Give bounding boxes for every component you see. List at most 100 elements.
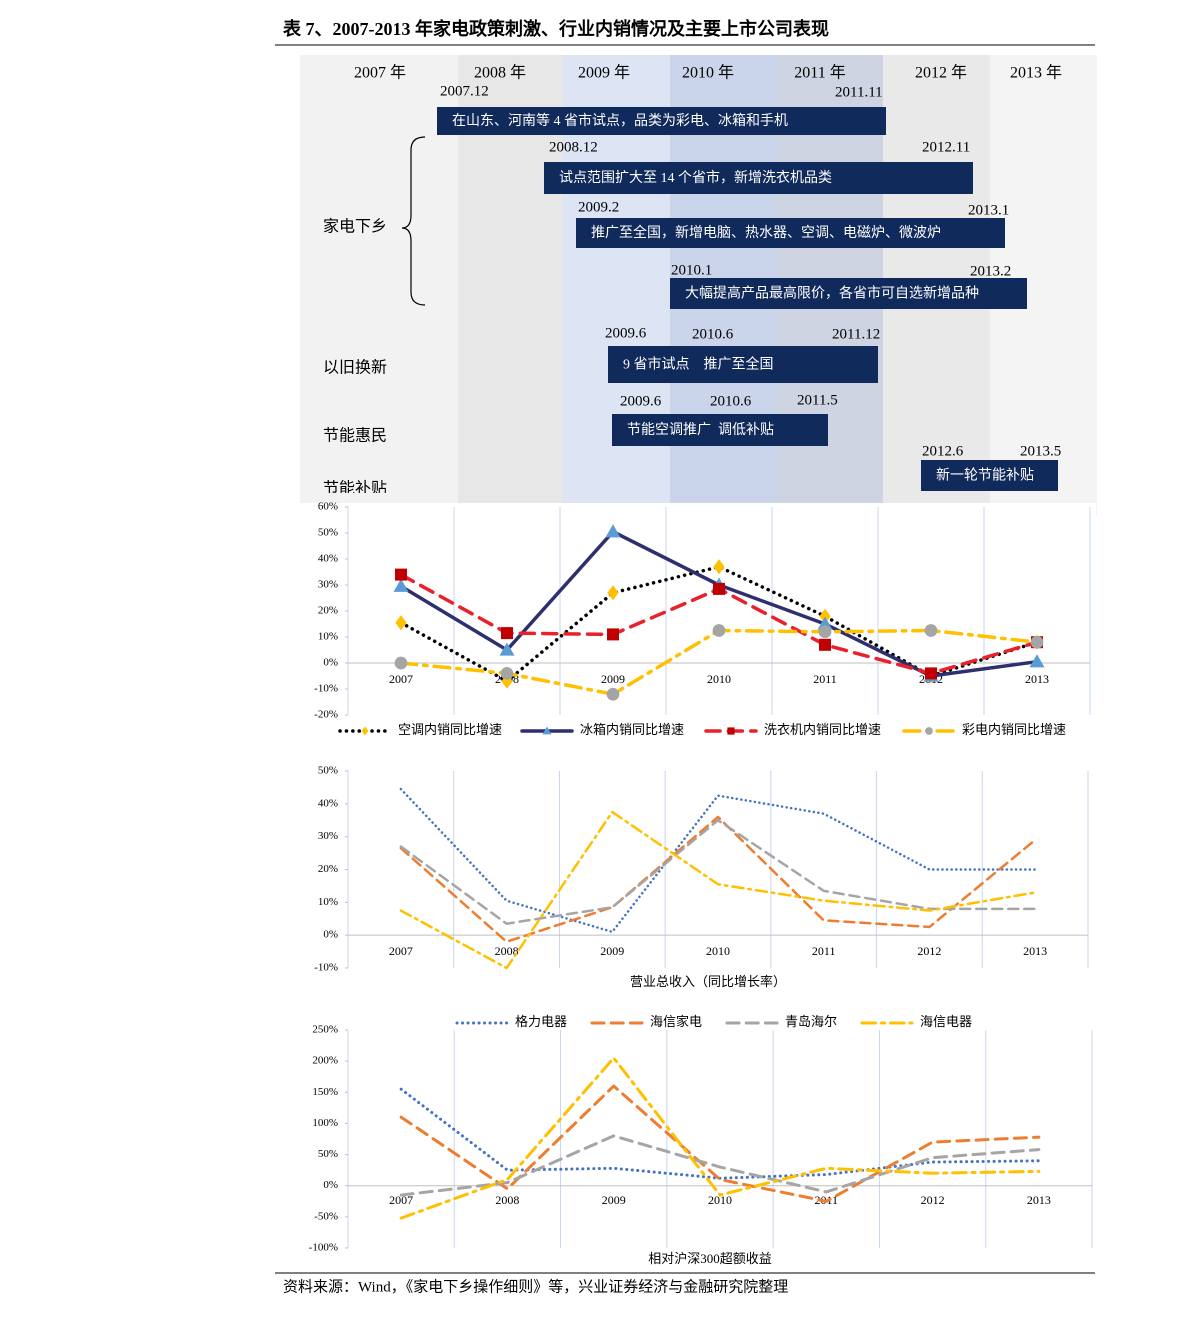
- y-tick-label: -100%: [309, 1242, 338, 1254]
- policy-bar: [437, 107, 886, 135]
- marker: [712, 624, 726, 637]
- x-tick-label: 2008: [495, 1193, 519, 1207]
- table-title: 表 7、2007-2013 年家电政策刺激、行业内销情况及主要上市公司表现: [283, 18, 829, 39]
- marker: [395, 615, 407, 631]
- series-line: [399, 819, 1037, 925]
- marker: [361, 726, 369, 736]
- row-label: 节能惠民: [323, 427, 387, 445]
- y-tick-label: 150%: [312, 1086, 338, 1098]
- marker: [1030, 635, 1044, 649]
- x-tick-label: 2007: [389, 1193, 413, 1207]
- brace: [401, 136, 426, 306]
- date-label: 2013.1: [968, 202, 1009, 218]
- y-tick-label: 40%: [318, 797, 338, 809]
- chart: -20%-10%0%10%20%30%40%50%60%200720082009…: [298, 501, 1096, 737]
- policy-bar: [544, 162, 973, 194]
- date-label: 2011.12: [832, 326, 880, 342]
- date-label: 2013.5: [1020, 443, 1061, 459]
- date-label: 2009.6: [620, 393, 662, 409]
- date-label: 2010.6: [710, 393, 752, 409]
- marker: [607, 628, 619, 641]
- x-tick-label: 2012: [917, 944, 941, 958]
- legend-label: 格力电器: [515, 1014, 567, 1029]
- y-tick-label: -50%: [314, 1210, 338, 1222]
- timeline: 2007 年 2008 年 2009 年 2010 年 2011 年 2012 年 2013…: [300, 55, 1097, 515]
- date-label: 2012.6: [922, 443, 964, 459]
- year-label: 2012 年: [915, 64, 967, 82]
- marker: [925, 667, 937, 680]
- legend-label: 洗衣机内销同比增速: [764, 722, 881, 737]
- y-tick-label: 60%: [318, 501, 338, 513]
- y-tick-label: 0%: [323, 929, 338, 941]
- series-line: [399, 1084, 1041, 1203]
- policy-bar: [612, 414, 828, 446]
- x-tick-label: 2011: [813, 672, 837, 686]
- y-tick-label: 0%: [323, 657, 338, 669]
- plot-bg: [298, 1026, 1098, 1252]
- y-tick-label: 10%: [318, 896, 338, 908]
- series-line: [399, 1056, 1041, 1220]
- series-line: [399, 1087, 1041, 1180]
- row-label: 以旧换新: [323, 359, 387, 377]
- x-tick-label: 2009: [600, 944, 624, 958]
- policy-bar: [670, 278, 1027, 309]
- policy-bar: [608, 346, 878, 383]
- y-tick-label: -10%: [314, 962, 338, 974]
- y-tick-label: 30%: [318, 579, 338, 591]
- chart-title: 相对沪深300超额收益: [648, 1251, 772, 1266]
- date-label: 2010.6: [692, 326, 734, 342]
- date-label: 2011.5: [797, 392, 838, 408]
- row-label: 节能补贴: [323, 480, 387, 498]
- y-tick-label: -20%: [314, 709, 338, 721]
- series-line: [399, 787, 1037, 934]
- legend-label: 海信电器: [920, 1014, 972, 1029]
- marker: [818, 625, 832, 639]
- x-tick-label: 2010: [707, 672, 731, 686]
- y-tick-label: 40%: [318, 553, 338, 565]
- x-tick-label: 2011: [812, 944, 836, 958]
- marker: [500, 667, 514, 680]
- marker: [499, 642, 515, 656]
- marker: [925, 727, 933, 735]
- policy-text: 试点范围扩大至 14 个省市，新增洗衣机品类: [559, 169, 832, 186]
- marker: [713, 582, 725, 595]
- marker: [819, 638, 831, 651]
- legend-label: 彩电内销同比增速: [962, 722, 1066, 737]
- year-label: 2009 年: [578, 64, 630, 82]
- y-tick-label: 50%: [318, 765, 338, 777]
- x-tick-label: 2010: [708, 1193, 732, 1207]
- chart: -100% -50% 0% 50% 100% 150% 200% 250% 2007 2008 20…: [298, 1014, 1098, 1266]
- x-tick-label: 2013: [1025, 672, 1049, 686]
- marker: [501, 627, 513, 640]
- marker: [819, 608, 831, 624]
- legend-label: 海信家电: [650, 1014, 702, 1029]
- marker: [607, 585, 619, 601]
- policy-text: 新一轮节能补贴: [936, 468, 1034, 484]
- x-tick-label: 2007: [389, 672, 413, 686]
- policy-text: 9 省市试点 推广至全国: [623, 356, 774, 373]
- charts: -20% -10% 0% 10% 20% 30% 40% 50% 60% 2007 2008 2009…: [298, 501, 1098, 1266]
- policy-text: 推广至全国，新增电脑、热水器、空调、电磁炉、微波炉: [591, 224, 941, 241]
- plot-bg: [298, 503, 1096, 719]
- legend-label: 空调内销同比增速: [398, 722, 502, 737]
- policy-text: 大幅提高产品最高限价，各省市可自选新增品种: [685, 285, 979, 302]
- date-label: 2012.11: [922, 139, 970, 155]
- y-tick-label: 20%: [318, 863, 338, 875]
- policy-bar: [921, 460, 1058, 491]
- legend-label: 青岛海尔: [785, 1014, 837, 1029]
- date-label: 2009.2: [578, 199, 619, 215]
- policy-text: 在山东、河南等 4 省市试点，品类为彩电、冰箱和手机: [452, 112, 788, 129]
- year-label: 2013 年: [1010, 64, 1062, 82]
- x-tick-label: 2009: [602, 1193, 626, 1207]
- date-label: 2013.2: [970, 263, 1011, 279]
- marker: [393, 578, 409, 592]
- marker: [924, 624, 938, 637]
- date-label: 2007.12: [440, 83, 489, 99]
- y-tick-label: 50%: [318, 1148, 338, 1160]
- x-tick-label: 2008: [495, 944, 519, 958]
- marker: [394, 656, 408, 670]
- marker: [606, 687, 620, 701]
- legend-label: 冰箱内销同比增速: [580, 722, 684, 737]
- y-tick-label: 10%: [318, 631, 338, 643]
